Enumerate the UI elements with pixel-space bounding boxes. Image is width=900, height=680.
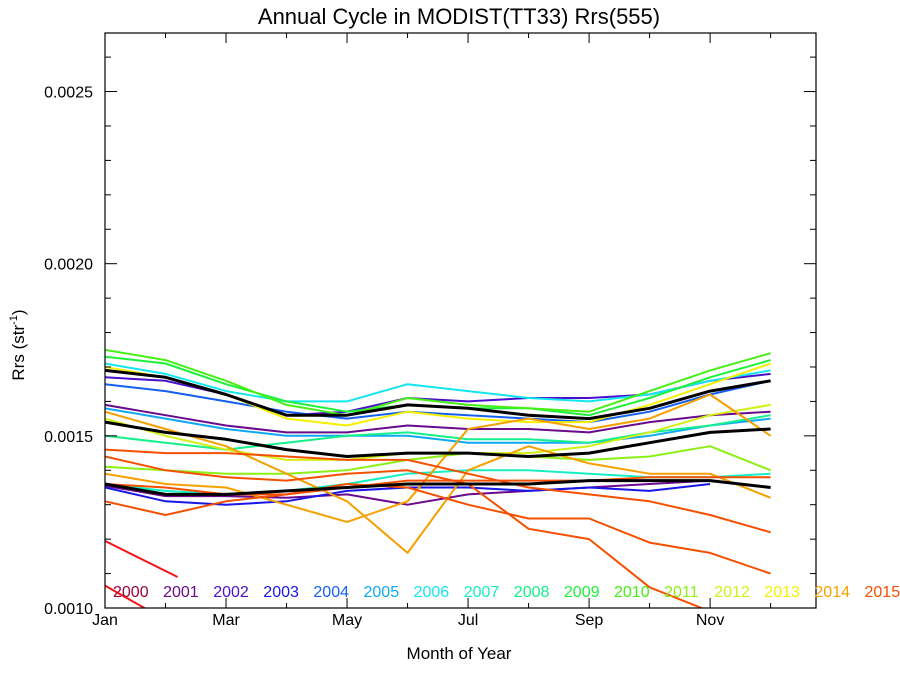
series-line-4 <box>105 374 771 415</box>
legend-item-2005: 2005 <box>364 584 400 601</box>
y-tick-label: 0.0025 <box>44 85 93 102</box>
legend-item-2003: 2003 <box>263 584 299 601</box>
x-tick-label: Mar <box>212 612 240 629</box>
series-line-0 <box>105 541 178 577</box>
legend-item-2015: 2015 <box>865 584 900 601</box>
legend-item-2012: 2012 <box>714 584 750 601</box>
x-tick-label: May <box>332 612 362 629</box>
svg-text:Rrs (str-1): Rrs (str-1) <box>8 309 28 380</box>
chart-title: Annual Cycle in MODIST(TT33) Rrs(555) <box>258 4 660 29</box>
y-tick-label: 0.0015 <box>44 429 93 446</box>
series-line-8 <box>105 364 771 402</box>
axes-layer: Jan Mar May Jul Sep Nov 0.0010 0.0015 0.0020 0.00… <box>44 33 816 629</box>
legend-item-2004: 2004 <box>313 584 349 601</box>
y-tick-label: 0.0010 <box>44 601 93 618</box>
legend-item-2008: 2008 <box>514 584 550 601</box>
y-axis-label-main: Rrs (str <box>9 325 28 381</box>
legend-item-2010: 2010 <box>614 584 650 601</box>
y-axis-label: Rrs (str-1) <box>8 309 28 380</box>
legend-item-2009: 2009 <box>564 584 600 601</box>
legend-item-2007: 2007 <box>464 584 500 601</box>
x-tick-label: Sep <box>575 612 604 629</box>
legend-item-2001: 2001 <box>163 584 199 601</box>
legend-item-2006: 2006 <box>414 584 450 601</box>
legend-item-2002: 2002 <box>213 584 249 601</box>
legend: 2000 2001 2002 2003 2004 2005 2006 2007 2008 2009… <box>113 584 900 601</box>
x-axis-label: Month of Year <box>407 644 512 663</box>
legend-item-2000: 2000 <box>113 584 149 601</box>
series-layer <box>105 350 771 612</box>
x-tick-label: Jan <box>92 612 118 629</box>
plot-frame <box>105 33 816 608</box>
x-tick-label: Nov <box>696 612 724 629</box>
y-axis-label-close: ) <box>9 309 28 315</box>
series-line-18 <box>105 484 771 574</box>
series-line-3 <box>105 405 771 433</box>
series-line-13 <box>105 446 771 474</box>
legend-item-2011: 2011 <box>664 584 699 601</box>
y-tick-label: 0.0020 <box>44 257 93 274</box>
legend-item-2013: 2013 <box>764 584 800 601</box>
series-line-19 <box>105 450 771 533</box>
y-axis-label-superscript: -1 <box>8 315 20 325</box>
x-tick-label: Jul <box>458 612 478 629</box>
legend-item-2014: 2014 <box>814 584 850 601</box>
